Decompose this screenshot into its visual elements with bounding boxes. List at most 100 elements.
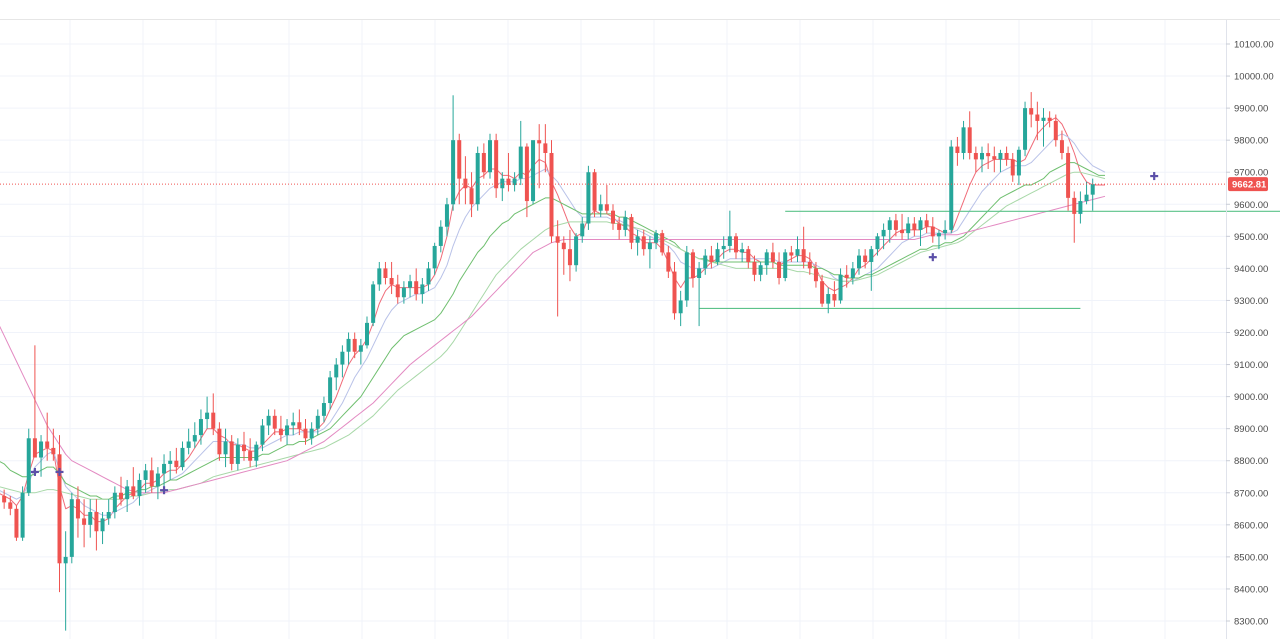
candle[interactable] (488, 133, 492, 179)
candle[interactable] (967, 111, 972, 160)
candle[interactable] (57, 435, 62, 593)
candle[interactable] (1035, 101, 1040, 141)
candle[interactable] (752, 255, 757, 282)
candle[interactable] (838, 268, 843, 304)
candle[interactable] (315, 409, 320, 436)
candle[interactable] (100, 512, 105, 545)
candle[interactable] (703, 249, 708, 275)
candle[interactable] (266, 409, 271, 436)
candle[interactable] (875, 233, 880, 256)
candle[interactable] (451, 95, 456, 211)
candle[interactable] (149, 457, 154, 493)
candle[interactable] (481, 143, 486, 179)
candle[interactable] (426, 261, 431, 291)
candle[interactable] (235, 438, 240, 471)
candle[interactable] (807, 252, 812, 275)
candle[interactable] (1053, 114, 1058, 147)
candle[interactable] (992, 146, 997, 173)
candle[interactable] (740, 242, 745, 262)
candle[interactable] (371, 281, 376, 327)
candle[interactable] (1023, 101, 1028, 157)
candle[interactable] (272, 409, 277, 436)
candle[interactable] (955, 136, 960, 166)
candle[interactable] (869, 245, 874, 291)
candle[interactable] (537, 124, 542, 189)
candle[interactable] (844, 265, 849, 288)
candle[interactable] (850, 261, 855, 285)
candle[interactable] (389, 261, 394, 295)
candle[interactable] (813, 261, 818, 288)
candle[interactable] (770, 242, 775, 269)
candle[interactable] (463, 156, 468, 205)
candle[interactable] (531, 140, 536, 205)
candle[interactable] (444, 197, 449, 237)
candle[interactable] (242, 431, 246, 461)
candle[interactable] (986, 143, 991, 170)
candle[interactable] (408, 274, 413, 298)
candle[interactable] (328, 370, 333, 410)
candle[interactable] (567, 229, 572, 282)
cross-marker[interactable] (55, 467, 64, 476)
candle[interactable] (672, 261, 677, 320)
candle[interactable] (229, 435, 234, 471)
candle[interactable] (641, 229, 646, 256)
candle[interactable] (457, 133, 462, 205)
candle[interactable] (69, 492, 74, 564)
candle[interactable] (180, 441, 185, 471)
candle[interactable] (260, 419, 265, 452)
candle[interactable] (285, 419, 290, 445)
candle[interactable] (973, 146, 978, 173)
candles[interactable] (0, 92, 1095, 631)
candle[interactable] (321, 396, 326, 423)
candle[interactable] (205, 396, 210, 429)
candle[interactable] (88, 499, 93, 538)
candle[interactable] (943, 220, 948, 240)
candle[interactable] (678, 290, 683, 327)
candle[interactable] (617, 217, 622, 240)
candle[interactable] (125, 479, 130, 513)
candle[interactable] (94, 499, 99, 551)
cross-marker[interactable] (160, 486, 169, 495)
candle[interactable] (893, 213, 898, 237)
candle[interactable] (512, 172, 517, 192)
candle[interactable] (63, 531, 68, 631)
candle[interactable] (580, 217, 585, 243)
candle[interactable] (518, 120, 523, 186)
candle[interactable] (715, 242, 720, 266)
candle[interactable] (217, 422, 222, 461)
candle[interactable] (524, 143, 529, 218)
candle[interactable] (758, 261, 763, 282)
candle[interactable] (795, 236, 800, 262)
candle[interactable] (887, 217, 892, 243)
candle[interactable] (1072, 191, 1077, 243)
candle[interactable] (820, 274, 825, 307)
candle[interactable] (383, 261, 388, 285)
candle[interactable] (143, 463, 148, 493)
candle[interactable] (1078, 191, 1083, 224)
candle[interactable] (611, 204, 615, 230)
candle[interactable] (1029, 92, 1034, 128)
candle[interactable] (401, 281, 406, 304)
candle[interactable] (1041, 108, 1046, 147)
candle[interactable] (906, 217, 911, 240)
candle[interactable] (192, 422, 197, 448)
candle[interactable] (51, 428, 56, 461)
candle[interactable] (137, 473, 142, 506)
candle[interactable] (26, 428, 31, 496)
candle[interactable] (936, 229, 941, 250)
cross-marker[interactable] (928, 253, 937, 262)
candle[interactable] (334, 358, 339, 391)
candle[interactable] (555, 220, 560, 317)
candle[interactable] (395, 274, 400, 304)
candle[interactable] (365, 316, 369, 349)
candle[interactable] (697, 261, 702, 327)
candle[interactable] (980, 146, 984, 173)
candle[interactable] (254, 441, 259, 468)
candle[interactable] (690, 249, 695, 288)
candle[interactable] (39, 435, 44, 477)
candle[interactable] (1047, 111, 1052, 128)
candle[interactable] (1016, 146, 1021, 186)
candle[interactable] (586, 165, 591, 230)
candle[interactable] (1066, 146, 1071, 211)
candle[interactable] (20, 486, 25, 541)
